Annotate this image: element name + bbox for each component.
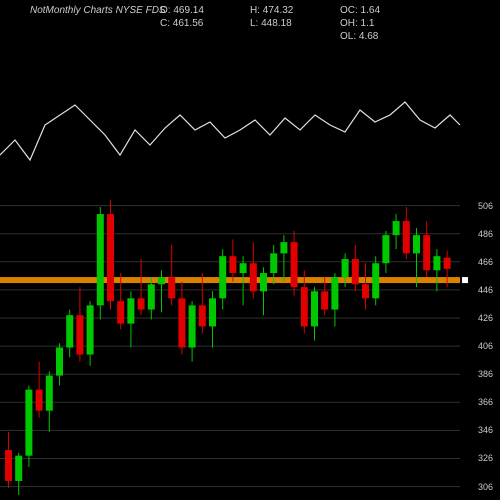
stat-high: H: 474.32 [250, 5, 293, 16]
chart-svg [0, 0, 500, 500]
chart-container: NotMonthly Charts NYSE FDS O: 469.14 C: 4… [0, 0, 500, 500]
y-axis-label: 366 [463, 397, 493, 407]
stat-oc: OC: 1.64 [340, 5, 380, 16]
stat-ol: OL: 4.68 [340, 31, 378, 42]
y-axis-label: 466 [463, 257, 493, 267]
y-axis-label: 446 [463, 285, 493, 295]
chart-title: NotMonthly Charts NYSE FDS [30, 5, 166, 16]
stat-open: O: 469.14 [160, 5, 204, 16]
y-axis-label: 506 [463, 201, 493, 211]
stat-close: C: 461.56 [160, 18, 203, 29]
y-axis-label: 486 [463, 229, 493, 239]
stat-oh: OH: 1.1 [340, 18, 374, 29]
y-axis-label: 346 [463, 425, 493, 435]
y-axis-label: 306 [463, 482, 493, 492]
y-axis-label: 426 [463, 313, 493, 323]
stat-low: L: 448.18 [250, 18, 292, 29]
y-axis-label: 406 [463, 341, 493, 351]
y-axis-label: 326 [463, 453, 493, 463]
y-axis-label: 386 [463, 369, 493, 379]
